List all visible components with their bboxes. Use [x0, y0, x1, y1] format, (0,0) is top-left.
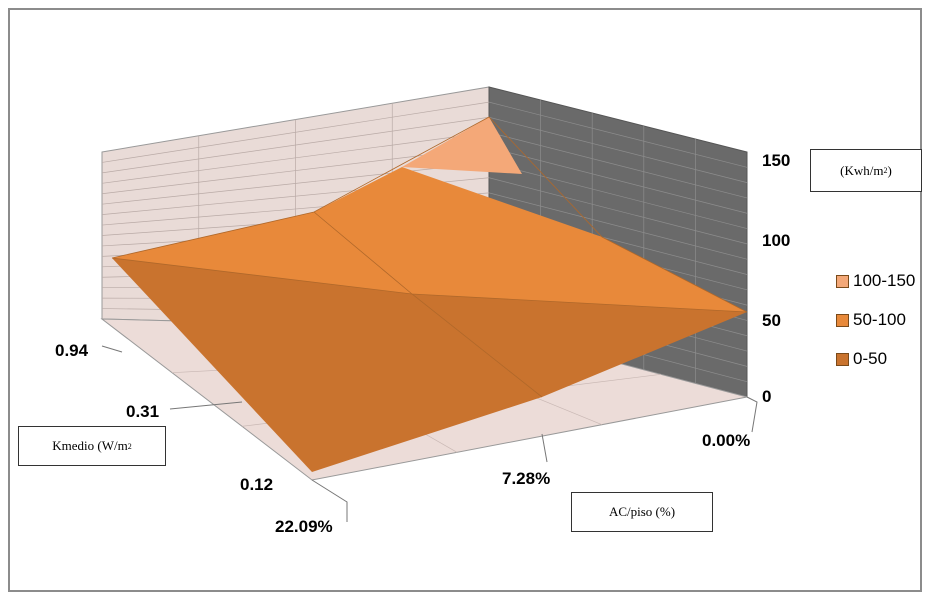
surface-chart: 0 50 100 150 0.94 0.31 0.12 0.00% 7.28% …	[55, 86, 790, 536]
grid-line	[488, 116, 748, 183]
y-axis-label-box: Kmedio (W/m 2	[18, 426, 166, 466]
legend-swatch-100-150	[836, 274, 849, 288]
z-tick-150: 150	[762, 151, 790, 170]
surface-band-50-100	[112, 167, 747, 312]
y-tick-0.94: 0.94	[55, 341, 89, 360]
legend-swatch-0-50	[836, 352, 849, 366]
z-unit-tail: )	[887, 162, 892, 178]
y-label-sup: 2	[127, 441, 132, 451]
legend-label-100-150: 100-150	[853, 271, 916, 290]
z-tick-100: 100	[762, 231, 790, 250]
grid-line	[488, 101, 748, 168]
y-tick-0.12: 0.12	[240, 475, 273, 494]
surface-band-0-50	[112, 258, 747, 472]
grid-line	[488, 162, 748, 229]
y-label-text: Kmedio (W/m	[52, 438, 128, 453]
legend-swatch-50-100	[836, 313, 849, 327]
y-tick-0.31: 0.31	[126, 402, 159, 421]
x-label-text: AC/piso (%)	[608, 504, 676, 519]
legend-item-0-50: 0-50	[836, 344, 915, 374]
surface-band-100-150	[402, 117, 522, 174]
legend-item-50-100: 50-100	[836, 305, 915, 335]
x-axis-label-box: AC/piso (%)	[571, 492, 713, 532]
legend: 100-150 50-100 0-50	[836, 266, 915, 383]
x-tick-22.09: 22.09%	[275, 517, 333, 536]
grid-line	[488, 192, 748, 260]
z-unit-sup: 2	[883, 166, 888, 175]
chart-frame: 0 50 100 150 0.94 0.31 0.12 0.00% 7.28% …	[8, 8, 922, 592]
legend-label-0-50: 0-50	[853, 349, 888, 368]
x-tick-7.28: 7.28%	[502, 469, 550, 488]
z-tick-50: 50	[762, 311, 781, 330]
grid-line	[488, 147, 748, 214]
grid-line	[488, 132, 748, 199]
legend-item-100-150: 100-150	[836, 266, 915, 296]
surface-mesh	[111, 116, 748, 398]
z-axis-unit-box: (Kwh/m 2)	[810, 149, 922, 192]
z-tick-0: 0	[762, 387, 771, 406]
grid-line	[488, 177, 748, 245]
x-tick-0.00: 0.00%	[702, 431, 750, 450]
legend-label-50-100: 50-100	[853, 310, 906, 329]
z-unit-text: (Kwh/m	[840, 162, 884, 178]
axis-tick-lines	[101, 345, 758, 522]
